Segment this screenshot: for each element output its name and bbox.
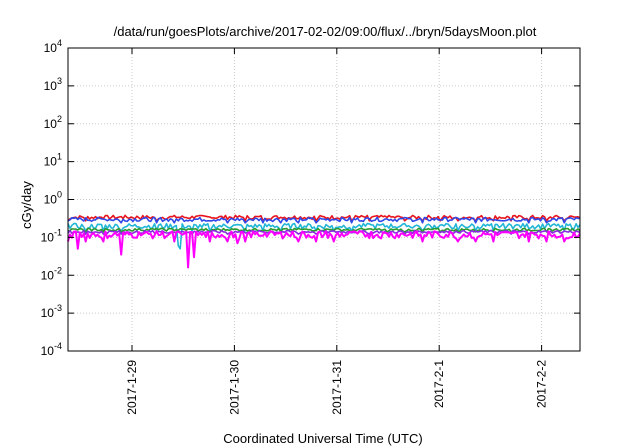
y-tick-label: 101 xyxy=(44,152,62,169)
x-tick-label: 2017-2-2 xyxy=(535,360,549,408)
series-line xyxy=(67,222,581,250)
y-tick-label: 103 xyxy=(44,76,62,93)
x-tick-label: 2017-1-30 xyxy=(227,360,241,415)
grid xyxy=(68,48,580,351)
y-tick-label: 10-1 xyxy=(41,227,62,244)
y-tick-label: 10-4 xyxy=(41,341,62,358)
y-tick-label: 100 xyxy=(44,190,62,207)
y-tick-label: 102 xyxy=(44,114,62,131)
x-tick-label: 2017-2-1 xyxy=(432,360,446,408)
x-tick-label: 2017-1-29 xyxy=(125,360,139,415)
x-ticks: 2017-1-29 2017-1-30 2017-1-31 2017-2-1 2017-… xyxy=(125,48,549,415)
x-axis-label: Coordinated Universal Time (UTC) xyxy=(223,431,422,446)
series-line xyxy=(67,227,581,233)
y-tick-label: 104 xyxy=(44,38,62,55)
y-tick-label: 10-2 xyxy=(41,265,62,282)
y-axis-label: cGy/day xyxy=(19,181,34,229)
y-tick-label: 10-3 xyxy=(41,303,62,320)
series-line xyxy=(67,216,581,224)
chart-title: /data/run/goesPlots/archive/2017-02-02/0… xyxy=(114,24,537,39)
x-tick-label: 2017-1-31 xyxy=(330,360,344,415)
series-layer xyxy=(67,214,581,269)
series-line xyxy=(67,230,581,269)
y-ticks: 104 103 102 101 100 10-1 10-2 10-3 10-4 xyxy=(41,38,580,358)
